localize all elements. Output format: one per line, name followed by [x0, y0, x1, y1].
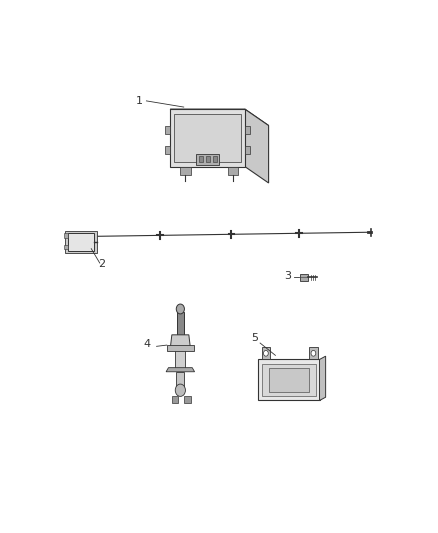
- Text: 5: 5: [251, 333, 258, 343]
- Polygon shape: [180, 166, 191, 175]
- Polygon shape: [175, 349, 185, 370]
- Polygon shape: [64, 233, 68, 238]
- Polygon shape: [320, 356, 325, 400]
- Polygon shape: [172, 397, 178, 402]
- Polygon shape: [245, 146, 250, 154]
- Polygon shape: [212, 156, 217, 163]
- Polygon shape: [300, 273, 308, 281]
- Polygon shape: [262, 364, 316, 397]
- Circle shape: [311, 350, 316, 356]
- Circle shape: [176, 304, 184, 314]
- Polygon shape: [268, 368, 309, 392]
- Polygon shape: [64, 245, 68, 249]
- Polygon shape: [262, 347, 270, 359]
- Text: 1: 1: [136, 96, 143, 106]
- Polygon shape: [245, 126, 250, 134]
- Polygon shape: [167, 345, 194, 351]
- Polygon shape: [206, 156, 210, 163]
- Polygon shape: [165, 126, 170, 134]
- Text: 3: 3: [284, 271, 291, 281]
- Polygon shape: [65, 231, 97, 253]
- Circle shape: [264, 350, 268, 356]
- Polygon shape: [199, 156, 203, 163]
- Text: 4: 4: [143, 339, 150, 349]
- Polygon shape: [176, 372, 184, 390]
- Polygon shape: [170, 109, 268, 126]
- Polygon shape: [196, 154, 219, 165]
- Polygon shape: [228, 166, 238, 175]
- Polygon shape: [68, 233, 94, 251]
- Polygon shape: [309, 347, 318, 359]
- Circle shape: [175, 384, 185, 397]
- Polygon shape: [258, 359, 320, 400]
- Polygon shape: [165, 146, 170, 154]
- Polygon shape: [245, 109, 268, 183]
- Polygon shape: [170, 109, 245, 166]
- Text: 2: 2: [98, 259, 105, 269]
- Polygon shape: [170, 335, 191, 349]
- Polygon shape: [184, 397, 191, 402]
- Polygon shape: [177, 312, 184, 335]
- Polygon shape: [166, 368, 194, 372]
- Polygon shape: [174, 114, 241, 161]
